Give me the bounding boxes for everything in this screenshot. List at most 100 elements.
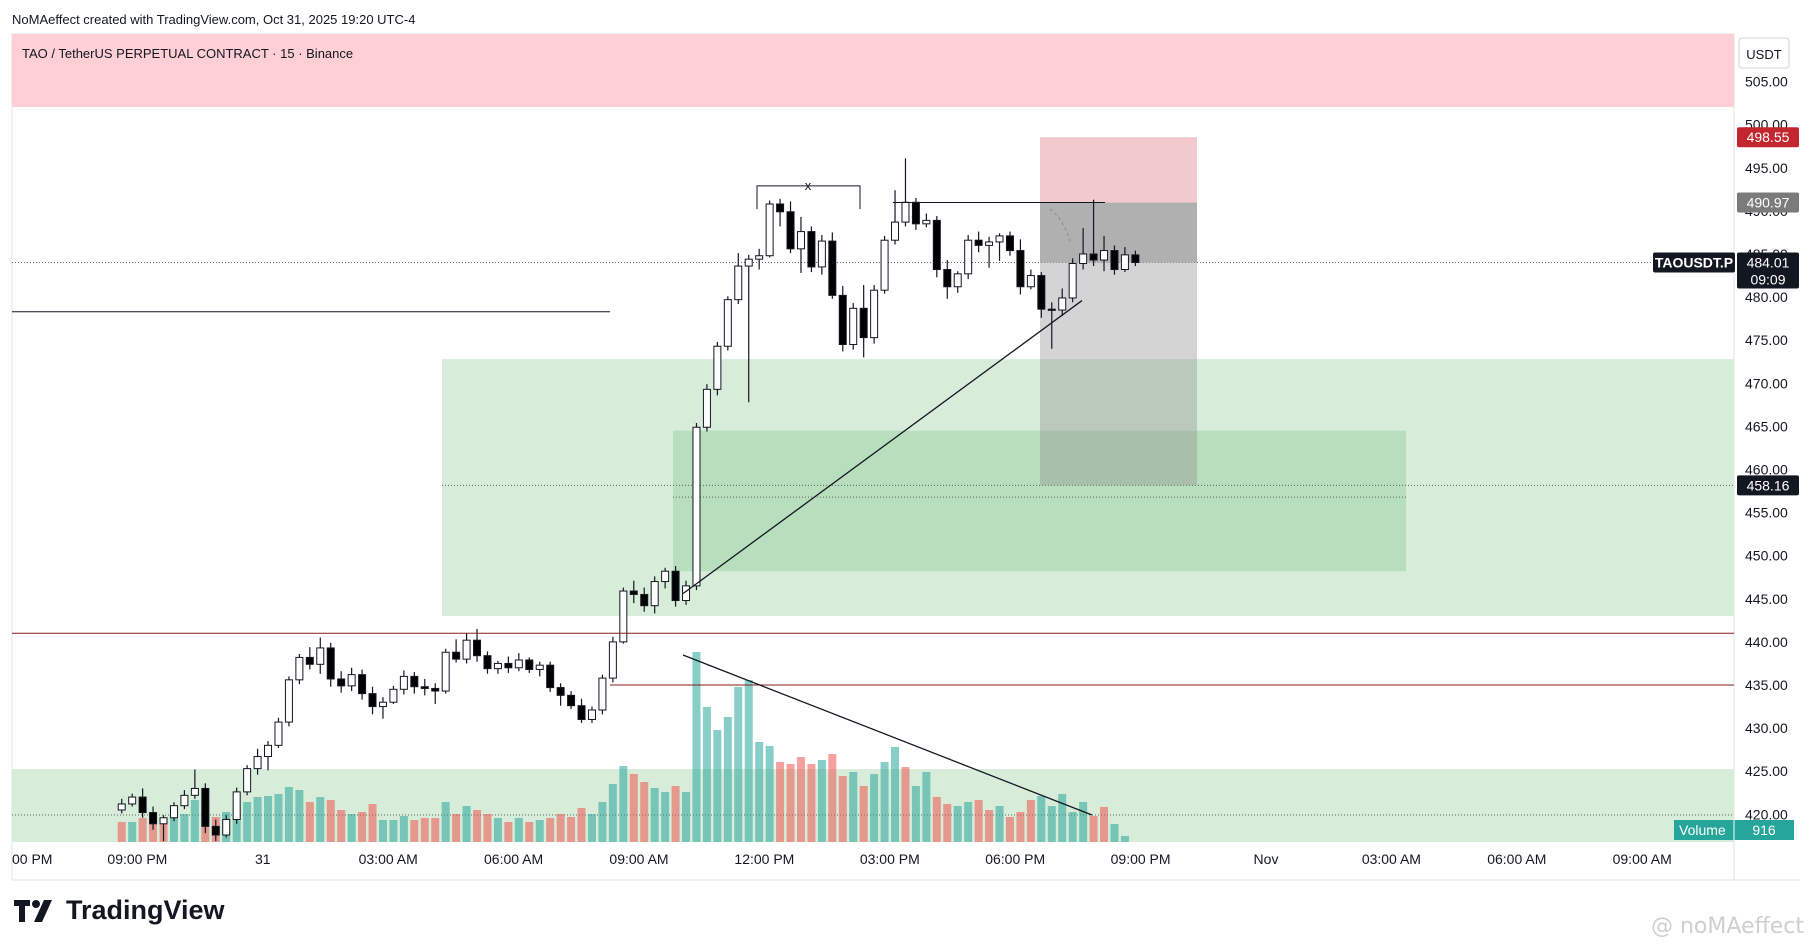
candle-body[interactable] [525, 659, 534, 670]
candle-body[interactable] [922, 219, 931, 225]
candle-body[interactable] [964, 239, 973, 275]
candle-body[interactable] [368, 693, 377, 708]
volume-bar[interactable] [284, 787, 293, 842]
volume-bar[interactable] [138, 818, 147, 842]
candle-body[interactable] [410, 675, 419, 688]
candle-body[interactable] [514, 659, 523, 669]
volume-bar[interactable] [671, 786, 680, 842]
candle-body[interactable] [796, 231, 805, 250]
volume-bar[interactable] [859, 786, 868, 842]
candle-body[interactable] [232, 791, 241, 820]
candle-body[interactable] [891, 221, 900, 241]
candle-body[interactable] [358, 674, 367, 695]
volume-bar[interactable] [514, 818, 523, 842]
volume-bar[interactable] [117, 822, 126, 842]
candle-body[interactable] [608, 641, 617, 679]
volume-bar[interactable] [546, 818, 555, 842]
candle-body[interactable] [431, 687, 440, 692]
currency-button[interactable] [1738, 37, 1790, 69]
volume-bar[interactable] [504, 822, 513, 842]
candle-body[interactable] [828, 240, 837, 296]
volume-bar[interactable] [577, 808, 586, 842]
volume-bar[interactable] [556, 814, 565, 842]
candle-body[interactable] [692, 426, 701, 587]
volume-bar[interactable] [347, 814, 356, 842]
volume-bar[interactable] [755, 742, 764, 842]
candle-body[interactable] [1100, 250, 1109, 261]
candle-body[interactable] [1120, 254, 1129, 271]
volume-bar[interactable] [368, 804, 377, 842]
candle-body[interactable] [159, 817, 168, 825]
candle-body[interactable] [786, 211, 795, 250]
volume-bar[interactable] [232, 807, 241, 842]
volume-bar[interactable] [295, 790, 304, 842]
volume-bar[interactable] [587, 814, 596, 842]
volume-bar[interactable] [169, 818, 178, 842]
volume-bar[interactable] [180, 814, 189, 842]
candle-body[interactable] [807, 231, 816, 268]
candle-body[interactable] [723, 299, 732, 347]
volume-bar[interactable] [462, 806, 471, 842]
volume-bar[interactable] [1079, 802, 1088, 842]
candle-body[interactable] [985, 241, 994, 246]
volume-bar[interactable] [932, 797, 941, 842]
volume-bar[interactable] [378, 820, 387, 842]
candle-body[interactable] [901, 201, 910, 223]
candle-body[interactable] [953, 273, 962, 288]
volume-bar[interactable] [483, 814, 492, 842]
candle-body[interactable] [880, 239, 889, 291]
candle-body[interactable] [483, 655, 492, 670]
candle-body[interactable] [765, 203, 774, 257]
volume-bar[interactable] [911, 786, 920, 842]
candle-body[interactable] [1068, 262, 1077, 299]
volume-bar[interactable] [326, 800, 335, 842]
volume-bar[interactable] [922, 772, 931, 842]
candle-body[interactable] [587, 709, 596, 720]
volume-bar[interactable] [629, 774, 638, 842]
volume-bar[interactable] [828, 754, 837, 842]
candle-body[interactable] [682, 585, 691, 602]
candle-body[interactable] [671, 570, 680, 602]
volume-bar[interactable] [264, 796, 273, 842]
candle-body[interactable] [598, 677, 607, 711]
candle-body[interactable] [316, 647, 325, 665]
volume-bar[interactable] [389, 820, 398, 842]
volume-bar[interactable] [713, 730, 722, 842]
candle-body[interactable] [849, 307, 858, 346]
volume-bar[interactable] [650, 788, 659, 842]
volume-bar[interactable] [661, 792, 670, 842]
volume-bar[interactable] [190, 800, 199, 842]
volume-bar[interactable] [1005, 817, 1014, 842]
candle-body[interactable] [1016, 250, 1025, 288]
candle-body[interactable] [974, 239, 983, 246]
candle-body[interactable] [305, 656, 314, 665]
candle-body[interactable] [755, 255, 764, 260]
candle-body[interactable] [399, 675, 408, 690]
candle-body[interactable] [347, 674, 356, 687]
volume-bar[interactable] [274, 794, 283, 842]
candle-body[interactable] [1089, 253, 1098, 261]
candle-body[interactable] [284, 679, 293, 723]
candle-body[interactable] [577, 705, 586, 720]
volume-bar[interactable] [431, 818, 440, 842]
volume-bar[interactable] [807, 764, 816, 842]
candle-body[interactable] [838, 294, 847, 346]
candle-body[interactable] [556, 687, 565, 696]
volume-bar[interactable] [358, 812, 367, 842]
candle-body[interactable] [1047, 308, 1056, 311]
volume-bar[interactable] [525, 822, 534, 842]
volume-bar[interactable] [765, 746, 774, 842]
volume-bar[interactable] [776, 762, 785, 842]
candle-body[interactable] [337, 678, 346, 687]
volume-bar[interactable] [744, 680, 753, 842]
volume-bar[interactable] [692, 652, 701, 842]
volume-bar[interactable] [1016, 812, 1025, 842]
candle-body[interactable] [619, 590, 628, 643]
volume-bar[interactable] [891, 747, 900, 842]
candle-body[interactable] [661, 570, 670, 583]
volume-bar[interactable] [399, 816, 408, 842]
candle-body[interactable] [713, 345, 722, 390]
volume-bar[interactable] [452, 814, 461, 842]
volume-bar[interactable] [243, 802, 252, 842]
volume-bar[interactable] [943, 804, 952, 842]
